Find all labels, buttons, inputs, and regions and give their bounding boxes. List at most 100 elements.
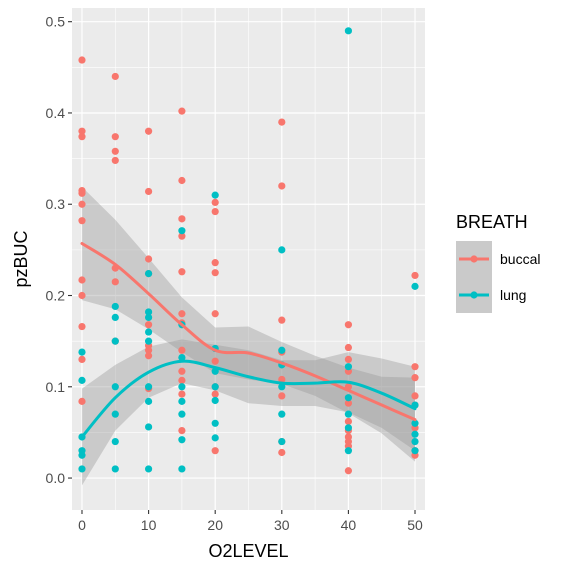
point-lung [278, 346, 286, 354]
point-buccal [178, 215, 186, 223]
point-lung [211, 434, 219, 442]
point-lung [178, 353, 186, 362]
point-buccal [178, 426, 186, 435]
point-lung [178, 410, 186, 418]
point-buccal [411, 374, 419, 382]
point-buccal [111, 133, 119, 141]
point-lung [278, 246, 286, 254]
smooth-line-buccal [80, 241, 417, 422]
point-buccal [144, 187, 153, 196]
point-buccal [344, 321, 353, 329]
point-lung [411, 437, 419, 446]
point-buccal [178, 232, 186, 240]
point-buccal [178, 367, 186, 375]
y-tick-label: 0.3 [46, 196, 66, 212]
point-buccal [178, 176, 186, 185]
point-buccal [111, 278, 119, 286]
legend: BREATH buccal lung [456, 212, 540, 313]
point-buccal [78, 189, 86, 197]
point-lung [144, 383, 153, 391]
point-lung [78, 348, 86, 356]
ribbon-buccal [81, 186, 416, 462]
point-lung [144, 313, 153, 322]
y-tick-labels: 0.0 0.1 0.2 0.3 0.4 0.5 [46, 14, 66, 486]
point-lung [178, 397, 186, 405]
point-lung [111, 383, 119, 391]
legend-label: lung [500, 287, 526, 303]
point-lung [178, 436, 186, 444]
point-buccal [178, 107, 186, 115]
y-tick-label: 0.0 [46, 470, 66, 486]
point-lung [278, 410, 286, 418]
point-buccal [411, 271, 419, 280]
point-lung [411, 419, 419, 427]
point-lung [78, 465, 86, 473]
point-lung [178, 383, 186, 391]
point-lung [178, 227, 186, 235]
point-lung [178, 465, 186, 473]
point-buccal [211, 390, 219, 398]
point-buccal [344, 343, 353, 352]
point-lung [144, 465, 153, 473]
point-buccal [78, 355, 86, 363]
point-lung [144, 423, 153, 431]
point-buccal [278, 448, 286, 457]
point-lung [344, 27, 353, 35]
point-buccal [211, 207, 219, 216]
point-buccal [78, 397, 86, 405]
point-lung [278, 437, 286, 446]
point-lung [344, 410, 353, 418]
point-lung [144, 270, 153, 278]
point-lung [411, 430, 419, 438]
point-buccal [211, 198, 219, 207]
legend-key-point [470, 255, 478, 263]
point-buccal [178, 390, 186, 398]
legend-keys: buccal lung [456, 241, 540, 313]
point-buccal [211, 269, 219, 277]
point-buccal [278, 118, 286, 126]
point-lung [411, 447, 419, 455]
legend-key-point [470, 291, 478, 299]
point-lung [144, 328, 153, 336]
point-buccal [278, 182, 286, 190]
point-buccal [78, 217, 86, 225]
x-tick-label: 50 [407, 517, 423, 533]
point-buccal [111, 72, 119, 81]
point-buccal [78, 133, 86, 141]
point-buccal [78, 322, 86, 331]
point-buccal [144, 346, 153, 354]
point-buccal [278, 392, 286, 400]
x-tick-label: 30 [274, 517, 290, 533]
point-buccal [178, 376, 186, 384]
x-tick-label: 20 [207, 517, 223, 533]
point-lung [344, 363, 353, 371]
point-lung [211, 419, 219, 427]
point-lung [111, 337, 119, 345]
point-buccal [111, 147, 119, 155]
x-tick-label: 10 [141, 517, 157, 533]
x-axis-title: O2LEVEL [208, 541, 288, 561]
point-buccal [111, 156, 119, 165]
point-lung [111, 410, 119, 418]
point-buccal [211, 447, 219, 455]
point-lung [344, 394, 353, 402]
point-lung [211, 191, 219, 199]
point-lung [278, 383, 286, 391]
point-buccal [144, 321, 153, 329]
point-buccal [178, 310, 186, 318]
point-lung [411, 282, 419, 290]
point-buccal [211, 259, 219, 267]
point-lung [344, 424, 353, 432]
smooth-lines [80, 241, 417, 439]
point-buccal [144, 352, 153, 360]
point-buccal [278, 375, 286, 384]
y-tick-label: 0.2 [46, 288, 66, 304]
smooth-line-lung [80, 359, 417, 439]
point-buccal [78, 276, 86, 284]
point-buccal [78, 56, 86, 64]
legend-label: buccal [500, 251, 540, 267]
point-buccal [344, 417, 353, 426]
ribbon-lung [81, 339, 416, 486]
x-tick-labels: 0 10 20 30 40 50 [78, 517, 423, 533]
point-buccal [178, 346, 186, 354]
